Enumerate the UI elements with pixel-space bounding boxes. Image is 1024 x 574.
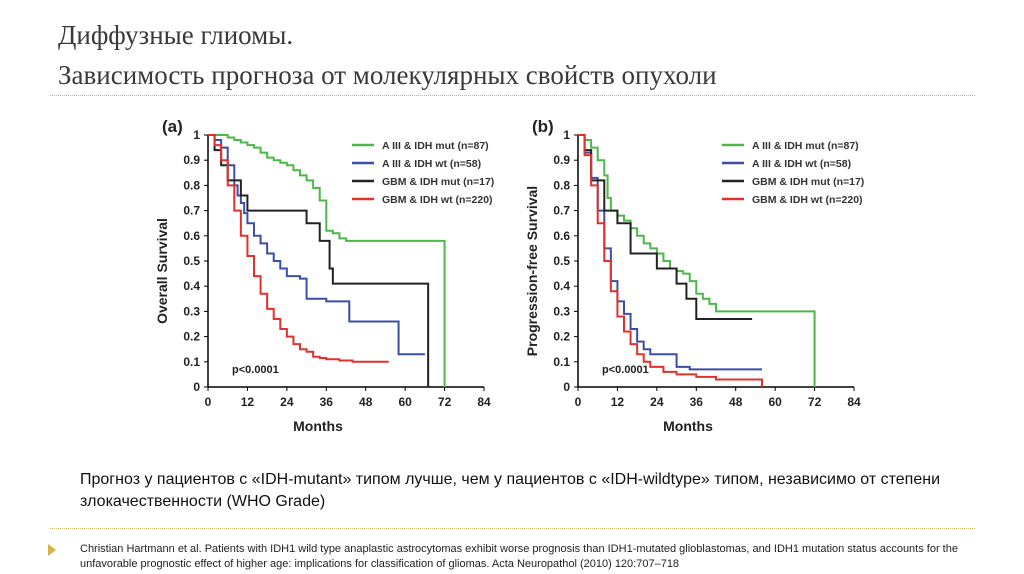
y-tick-label: 0.3 — [553, 304, 570, 318]
series-line-red — [578, 134, 763, 387]
y-tick-label: 0.3 — [183, 304, 200, 318]
series-line-green — [578, 134, 816, 387]
series-line-red — [208, 134, 389, 363]
legend-label: GBM & IDH mut (n=17) — [752, 176, 864, 188]
series-line-blue — [208, 134, 425, 356]
x-tick-label: 72 — [438, 395, 452, 409]
y-tick-label: 0 — [563, 380, 570, 394]
y-tick-label: 0.6 — [183, 229, 200, 243]
reference-arrow-icon — [48, 544, 56, 556]
y-tick-label: 0.1 — [553, 355, 570, 369]
y-tick-label: 0.1 — [183, 355, 200, 369]
legend-label: A III & IDH mut (n=87) — [382, 140, 489, 152]
y-tick-label: 0.7 — [183, 204, 200, 218]
x-tick-label: 12 — [241, 395, 255, 409]
x-tick-label: 48 — [729, 395, 743, 409]
slide-title-line1: Диффузные глиомы. — [58, 20, 294, 50]
x-tick-label: 84 — [477, 395, 491, 409]
legend-label: GBM & IDH mut (n=17) — [382, 176, 494, 188]
x-tick-label: 36 — [320, 395, 334, 409]
y-tick-label: 0 — [193, 380, 200, 394]
x-tick-label: 48 — [359, 395, 373, 409]
y-tick-label: 0.9 — [183, 153, 200, 167]
x-tick-label: 0 — [575, 395, 582, 409]
legend-label: GBM & IDH wt (n=220) — [752, 194, 863, 206]
y-tick-label: 1 — [563, 128, 570, 142]
chart-overall-survival: 0 0.1 0.2 0.3 0.4 0.5 0.6 0.7 0.8 0.9 1 0 12 24 36 48 60… — [154, 117, 494, 434]
legend-label: GBM & IDH wt (n=220) — [382, 194, 493, 206]
y-tick-label: 0.9 — [553, 153, 570, 167]
y-tick-label: 0.2 — [183, 330, 200, 344]
x-tick-label: 60 — [768, 395, 782, 409]
x-tick-label: 72 — [808, 395, 822, 409]
bottom-divider — [50, 528, 975, 529]
y-tick-label: 0.5 — [553, 254, 570, 268]
panel-label: (b) — [532, 117, 554, 136]
reference-text: Christian Hartmann et al. Patients with … — [80, 543, 958, 570]
series-line-black — [208, 134, 430, 387]
x-tick-label: 0 — [205, 395, 212, 409]
x-tick-label: 60 — [398, 395, 412, 409]
y-tick-label: 0.8 — [183, 178, 200, 192]
x-axis-label: Months — [293, 418, 343, 434]
x-tick-label: 24 — [280, 395, 294, 409]
p-value-annotation: p<0.0001 — [232, 364, 279, 376]
x-tick-label: 36 — [690, 395, 704, 409]
x-tick-label: 24 — [650, 395, 664, 409]
slide-title-line2: Зависимость прогноза от молекулярных сво… — [58, 60, 717, 90]
y-axis-label: Progression-free Survival — [524, 186, 540, 356]
y-tick-label: 0.2 — [553, 330, 570, 344]
y-tick-label: 1 — [193, 128, 200, 142]
legend-label: A III & IDH mut (n=87) — [752, 140, 859, 152]
series-line-blue — [578, 134, 762, 371]
legend-label: A III & IDH wt (n=58) — [382, 158, 481, 170]
legend-label: A III & IDH wt (n=58) — [752, 158, 851, 170]
x-axis-label: Months — [663, 418, 713, 434]
chart-progression-free-survival: 0 0.1 0.2 0.3 0.4 0.5 0.6 0.7 0.8 0.9 1 0 12 24 36 48 60… — [524, 117, 864, 434]
y-tick-label: 0.7 — [553, 204, 570, 218]
y-tick-label: 0.8 — [553, 178, 570, 192]
series-line-green — [208, 134, 446, 387]
slide-caption: Прогноз у пациентов с «IDH-mutant» типом… — [80, 471, 941, 510]
p-value-annotation: p<0.0001 — [602, 364, 649, 376]
y-tick-label: 0.6 — [553, 229, 570, 243]
x-tick-label: 12 — [611, 395, 625, 409]
y-tick-label: 0.4 — [553, 279, 570, 293]
y-tick-label: 0.5 — [183, 254, 200, 268]
y-tick-label: 0.4 — [183, 279, 200, 293]
y-axis-label: Overall Survival — [154, 218, 170, 324]
panel-label: (a) — [162, 117, 183, 136]
x-tick-label: 84 — [847, 395, 861, 409]
top-divider — [50, 95, 975, 96]
